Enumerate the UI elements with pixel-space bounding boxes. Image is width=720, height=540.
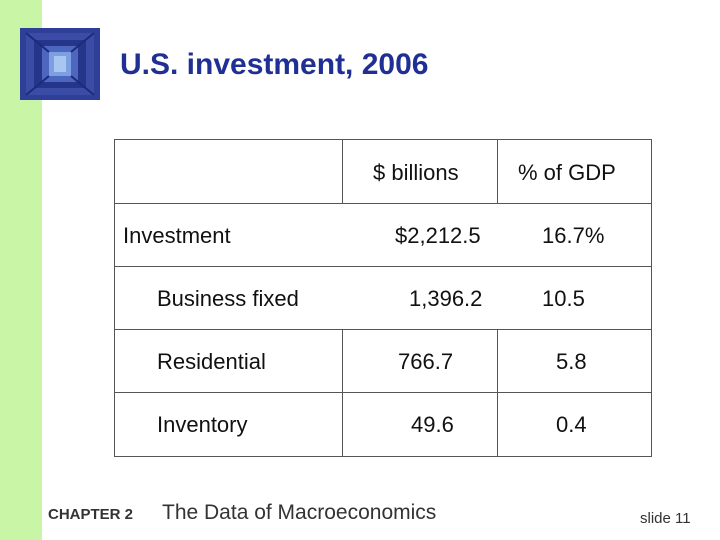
divider-line [497,329,498,456]
row-billions: 49.6 [411,412,454,437]
footer-chapter: CHAPTER 2 [48,506,134,523]
row-percent-gdp: 0.4 [556,412,587,437]
table-row: Investment $2,212.5 16.7% [115,203,651,267]
table-row: Residential 766.7 5.8 [115,329,651,393]
slide-number: slide 11 [640,510,691,527]
row-label: Residential [157,349,266,374]
divider-line [497,140,498,203]
divider-line [342,329,343,456]
table-row: Business fixed 1,396.2 10.5 [115,266,651,330]
investment-table: $ billions % of GDP Investment $2,212.5 … [114,139,652,457]
row-billions: $2,212.5 [395,223,481,248]
row-label: Business fixed [157,286,299,311]
table-header-row: $ billions % of GDP [115,140,651,204]
row-percent-gdp: 10.5 [542,286,585,311]
row-percent-gdp: 16.7% [542,223,605,248]
footer-subject: The Data of Macroeconomics [162,501,437,524]
header-billions: $ billions [373,160,459,185]
row-billions: 1,396.2 [409,286,483,311]
window-logo-icon [20,28,100,100]
row-percent-gdp: 5.8 [556,349,587,374]
row-billions: 766.7 [398,349,454,374]
table-row: Inventory 49.6 0.4 [115,392,651,455]
divider-line [342,140,343,203]
slide-title: U.S. investment, 2006 [120,48,429,81]
header-percent-gdp: % of GDP [518,160,616,185]
row-label: Inventory [157,412,248,437]
row-label: Investment [123,223,231,248]
